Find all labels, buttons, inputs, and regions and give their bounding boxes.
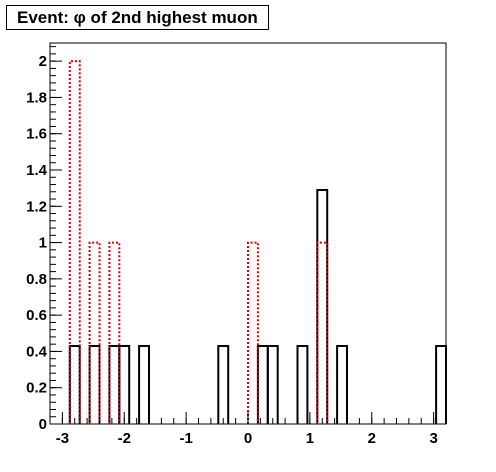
histogram-bin — [435, 344, 447, 424]
x-tick-label: 1 — [306, 430, 314, 447]
histogram-bin — [88, 241, 101, 424]
x-tick-label: -3 — [56, 430, 69, 447]
y-tick-label: 1.2 — [26, 198, 47, 215]
chart-title-box: Event: φ of 2nd highest muon — [6, 5, 269, 30]
x-axis: -3 -2 -1 0 1 2 3 — [49, 412, 447, 447]
y-tick-label: 0.4 — [26, 343, 48, 360]
y-tick-label: 1 — [39, 235, 47, 252]
y-tick-label: 0.6 — [26, 307, 47, 324]
y-tick-label: 1.8 — [26, 89, 47, 106]
histogram-bin — [68, 344, 81, 424]
y-tick-label: 0.8 — [26, 271, 47, 288]
histogram-bin — [108, 241, 121, 424]
y-axis: 0 0.2 0.4 0.6 0.8 1 1.2 1.4 1.6 1.8 2 — [26, 46, 62, 433]
y-tick-label: 0 — [39, 416, 47, 433]
histogram-bin — [316, 188, 329, 424]
x-tick-label: 3 — [429, 430, 437, 447]
histogram-bin — [336, 344, 348, 424]
x-tick-label: -1 — [179, 430, 192, 447]
x-tick-label: -2 — [118, 430, 131, 447]
histogram-bin — [296, 344, 309, 424]
y-tick-label: 1.4 — [26, 162, 48, 179]
histogram-bin — [266, 344, 279, 424]
histogram-bin — [256, 344, 269, 424]
x-tick-label: 0 — [244, 430, 252, 447]
y-tick-label: 2 — [39, 53, 47, 70]
histogram-bin — [316, 241, 329, 424]
histogram-bin — [88, 344, 101, 424]
histogram-bin — [108, 344, 121, 424]
histogram-bin — [68, 60, 81, 424]
histogram-bin — [247, 241, 259, 424]
x-tick-label: 2 — [368, 430, 376, 447]
histogram-bin — [217, 344, 230, 424]
series-layer — [68, 60, 447, 424]
series-dotted — [68, 60, 329, 424]
histogram-bin — [138, 344, 150, 424]
y-tick-label: 0.2 — [26, 380, 47, 397]
chart-title: Event: φ of 2nd highest muon — [17, 7, 258, 27]
y-tick-label: 1.6 — [26, 126, 47, 143]
